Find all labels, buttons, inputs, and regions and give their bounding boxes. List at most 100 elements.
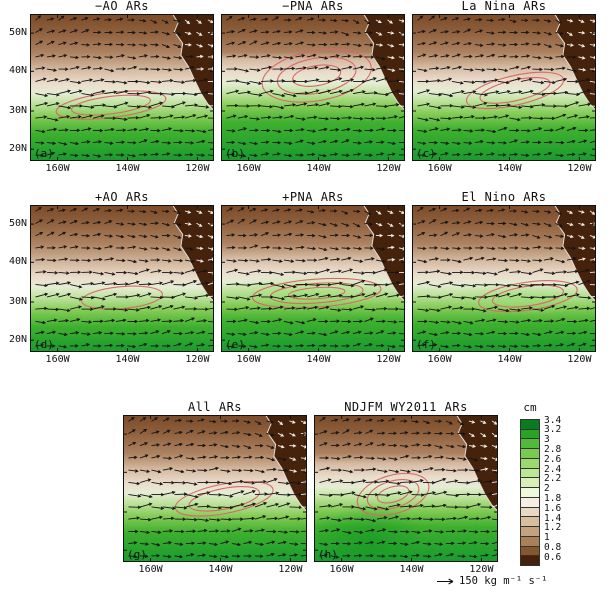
- colorbar-segment: [521, 420, 539, 430]
- lon-axis-labels: 160W 140W 120W: [221, 354, 405, 367]
- panel-border: [30, 205, 214, 352]
- colorbar-segment: [521, 536, 539, 547]
- panel-b: −PNA ARs (b) 160W 140W 120W: [221, 0, 410, 174]
- lat-tick-label: 20N: [8, 334, 27, 346]
- lon-axis-labels: 160W 140W 120W: [30, 163, 214, 176]
- lat-tick-label: 40N: [8, 65, 27, 77]
- coastline: [363, 13, 406, 111]
- colorbar-tick-label: 3.2: [544, 424, 562, 436]
- lat-tick-label: 30N: [8, 105, 27, 117]
- coastline: [172, 204, 215, 302]
- coastline: [172, 13, 215, 111]
- land-region: [554, 14, 596, 111]
- panel-letter: (f): [416, 338, 436, 351]
- lon-tick-label: 160W: [427, 163, 452, 174]
- lon-tick-label: 120W: [185, 163, 210, 174]
- lat-tick-label: 40N: [8, 256, 27, 268]
- colorbar-tick-label: 1.8: [544, 492, 562, 504]
- panel-border: [30, 14, 214, 161]
- colorbar-segment: [521, 468, 539, 479]
- colorbar-segment: [521, 556, 539, 566]
- colorbar-tick-label: 3.4: [544, 414, 562, 426]
- lon-tick-label: 140W: [115, 163, 140, 174]
- lon-tick-label: 160W: [329, 564, 354, 575]
- panel-title: −PNA ARs: [282, 0, 344, 13]
- coastline: [456, 414, 499, 512]
- lon-tick-label: 140W: [399, 564, 424, 575]
- land-region: [554, 205, 596, 302]
- panel-letter: (e): [225, 338, 245, 351]
- panel-border: [221, 14, 405, 161]
- ar-frequency-contours: [174, 480, 274, 517]
- panel-letter: (a): [34, 147, 54, 160]
- vector-field: [417, 15, 602, 158]
- panel-e: +PNA ARs (e) 160W 140W 120W: [215, 190, 411, 365]
- land-region: [172, 14, 214, 111]
- lon-tick-label: 120W: [278, 564, 303, 575]
- lon-tick-label: 160W: [236, 354, 261, 365]
- colorbar-segment: [521, 546, 539, 557]
- lon-tick-label: 120W: [376, 354, 401, 365]
- panel-border: [412, 205, 596, 352]
- panel-title: NDJFM WY2011 ARs: [344, 400, 468, 414]
- colorbar-segment: [521, 497, 539, 508]
- panel-border: [123, 415, 307, 562]
- vector-field: [226, 15, 410, 158]
- panel-letter: (d): [34, 338, 54, 351]
- panel-map-svg: [221, 13, 410, 161]
- panel-title: +AO ARs: [94, 190, 150, 204]
- colorbar-segment: [521, 458, 539, 469]
- lon-tick-label: 140W: [115, 354, 140, 365]
- colorbar-tick-label: 2.8: [544, 443, 562, 455]
- panel-letter: (c): [416, 147, 436, 160]
- coastline: [363, 204, 406, 302]
- colorbar-tick-label: 1.6: [544, 502, 562, 514]
- colorbar-tick-label: 1.2: [544, 522, 562, 534]
- panel-border: [412, 14, 596, 161]
- colorbar-segment: [521, 527, 539, 537]
- panel-g: All ARs (g) 160W 140W 120W: [123, 400, 313, 575]
- lon-tick-label: 140W: [306, 163, 331, 174]
- colorbar-segment: [521, 507, 539, 518]
- panel-map-svg: [30, 204, 221, 352]
- colorbar-tick-label: 2.2: [544, 473, 562, 485]
- lon-tick-label: 160W: [427, 354, 452, 365]
- colorbar-segment: [521, 449, 539, 459]
- panel-d: +AO ARs (d) 160W 140W 120W: [30, 190, 221, 365]
- lon-tick-label: 120W: [185, 354, 210, 365]
- colorbar-tick-label: 1: [544, 532, 550, 544]
- lon-axis-labels: 160W 140W 120W: [412, 354, 596, 367]
- ar-frequency-contours: [478, 280, 578, 313]
- lon-tick-label: 120W: [567, 163, 592, 174]
- colorbar-tick-label: 3: [544, 434, 550, 446]
- coastline: [554, 204, 597, 302]
- colorbar-tick-label: 2.4: [544, 463, 562, 475]
- colorbar-segment: [521, 429, 539, 440]
- lon-axis-labels: 160W 140W 120W: [30, 354, 214, 367]
- panel-title: −AO ARs: [94, 0, 150, 13]
- panel-title: +PNA ARs: [282, 190, 344, 204]
- panel-border: [221, 205, 405, 352]
- land-region: [265, 415, 307, 512]
- lon-tick-label: 160W: [45, 163, 70, 174]
- panel-title: All ARs: [187, 400, 243, 414]
- lat-tick-label: 30N: [8, 296, 27, 308]
- lon-tick-label: 160W: [236, 163, 261, 174]
- colorbar: [520, 419, 540, 566]
- panel-map-svg: [314, 414, 503, 577]
- colorbar-segment: [521, 478, 539, 489]
- vector-field: [35, 15, 220, 158]
- colorbar-title: cm: [523, 401, 537, 414]
- panel-map-svg: [412, 204, 602, 352]
- reference-vector: 150 kg m⁻¹ s⁻¹: [436, 575, 548, 587]
- vector-field: [35, 206, 221, 349]
- vector-field: [319, 416, 503, 559]
- colorbar-segment: [521, 488, 539, 498]
- colorbar-tick-label: 0.8: [544, 541, 562, 553]
- coastline: [554, 13, 597, 111]
- panel-f: El Nino ARs (f) 160W 140W 120W: [412, 190, 602, 365]
- land-region: [456, 415, 498, 512]
- panel-letter: (b): [225, 147, 245, 160]
- panel-title: La Nina ARs: [461, 0, 547, 13]
